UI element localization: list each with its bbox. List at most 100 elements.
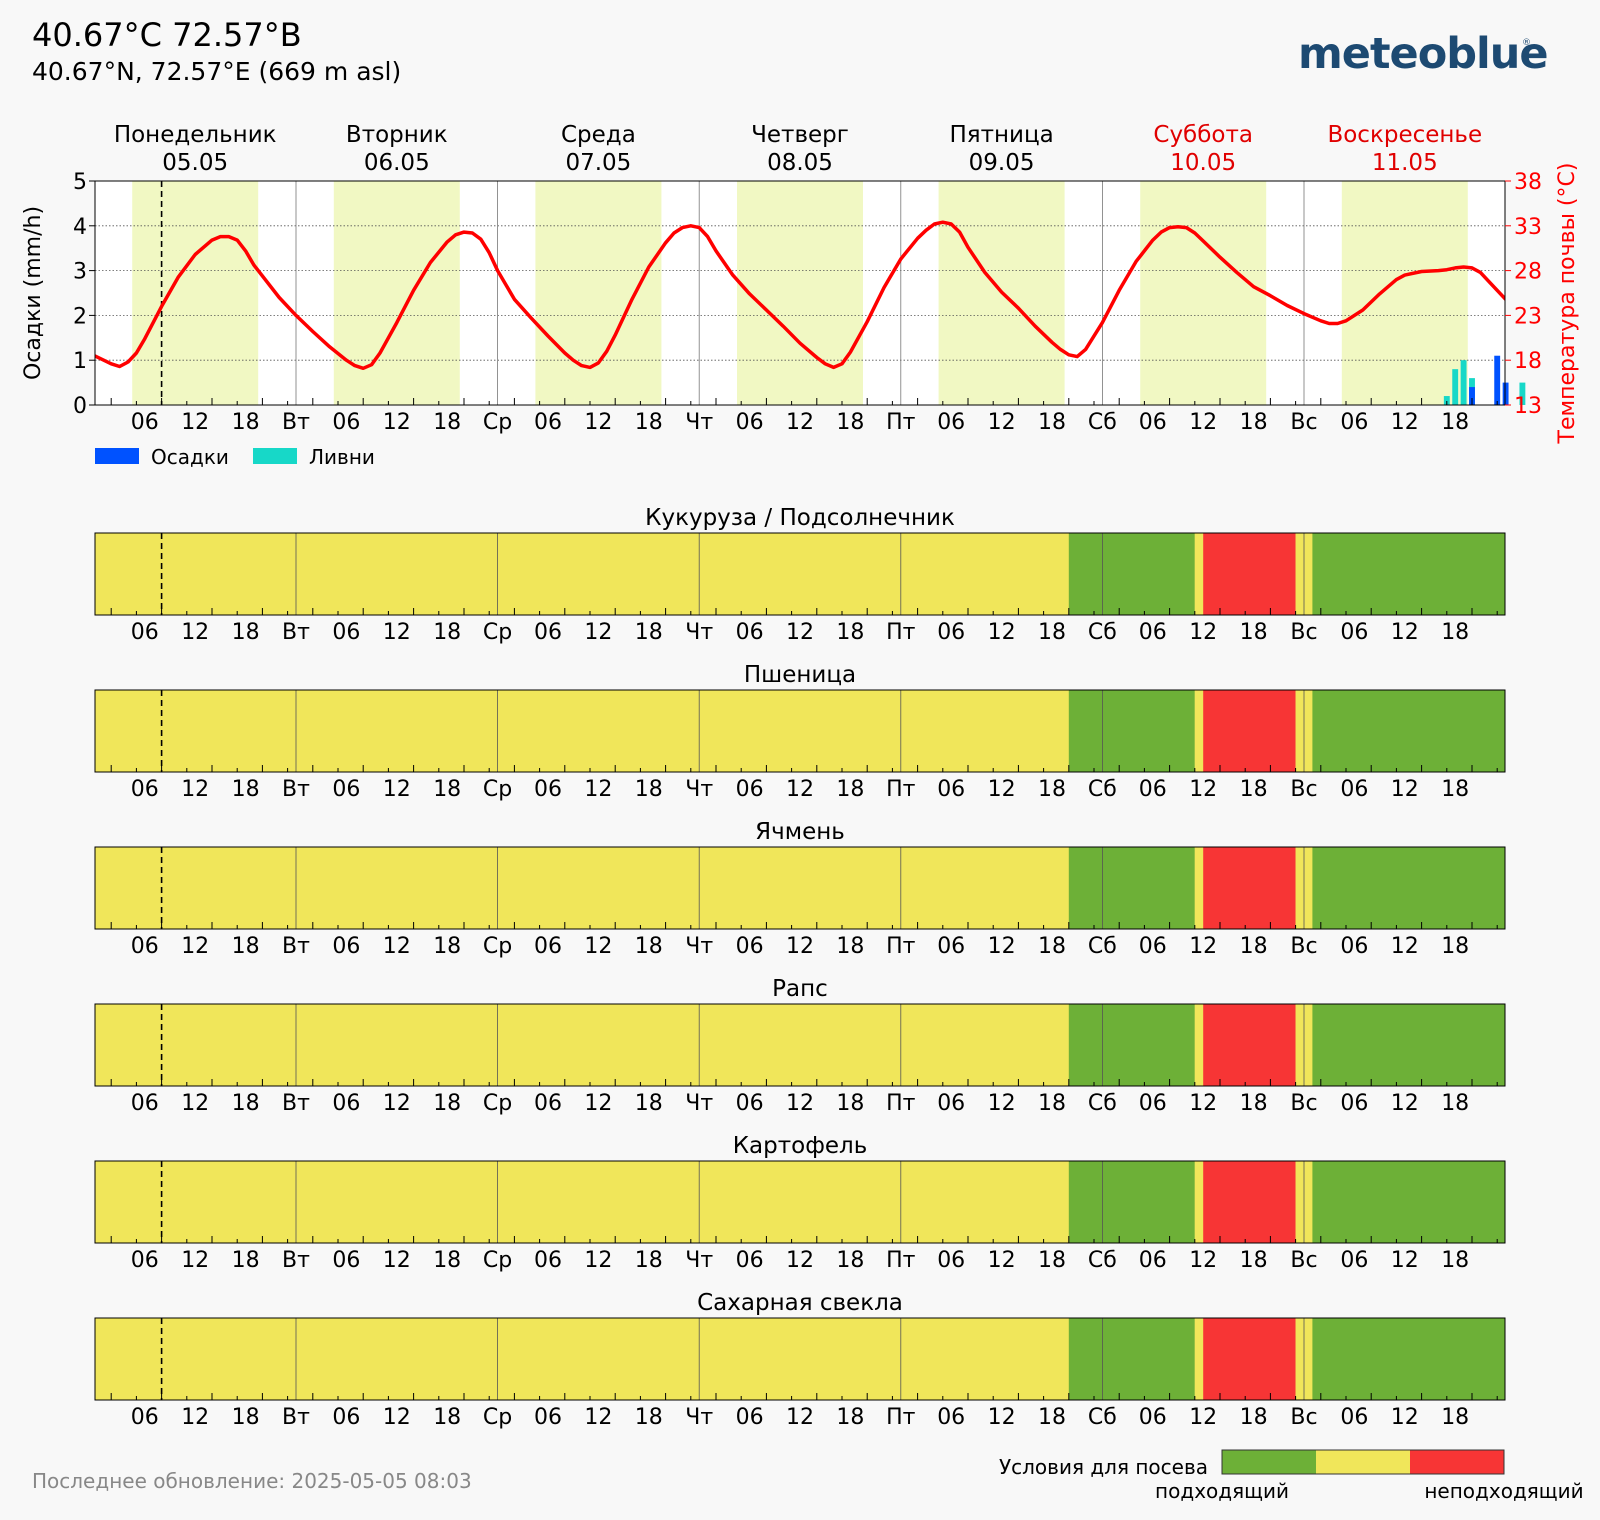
crop-x-4-hour-label: 18	[1441, 1248, 1469, 1273]
sowing-legend-suitable-label: подходящий	[1155, 1479, 1289, 1503]
crop-x-5-day-label-6: Вс	[1290, 1405, 1317, 1430]
crop-x-0-hour-label: 12	[786, 620, 814, 645]
crop-x-2-hour-label: 06	[534, 934, 562, 959]
crop-x-2-hour-label: 12	[1189, 934, 1217, 959]
daylight-band-0	[132, 181, 259, 405]
crop-x-2-hour-label: 18	[433, 934, 461, 959]
crop-x-5-hour-label: 18	[635, 1405, 663, 1430]
main-x-hour-label: 06	[534, 410, 562, 435]
crop-x-1-hour-label: 12	[1189, 777, 1217, 802]
precip-legend: Осадки Ливни	[95, 445, 375, 469]
crop-segment-suitable-1	[1068, 1161, 1195, 1243]
main-x-hour-label: 12	[988, 410, 1016, 435]
meteoblue-logo[interactable]: meteoblue ®	[1298, 29, 1549, 79]
crop-x-1-hour-label: 06	[1139, 777, 1167, 802]
day-header-name-5: Суббота	[1153, 122, 1253, 148]
crop-x-0-hour-label: 18	[1441, 620, 1469, 645]
crop-x-1-hour-label: 06	[534, 777, 562, 802]
crop-x-3-hour-label: 18	[433, 1091, 461, 1116]
crop-x-5-day-label-3: Чт	[685, 1405, 713, 1430]
day-header-name-3: Четверг	[751, 122, 849, 148]
main-x-day-label-4: Пт	[886, 410, 916, 435]
day-header-name-2: Среда	[561, 122, 636, 148]
crop-panel-2: Ячмень 06 12 18 Вт 06 12 18 Ср 06 12 18 Чт 06 12 18 Пт 06…	[94, 819, 1506, 959]
crop-x-5-day-label-1: Вт	[282, 1405, 310, 1430]
main-x-day-label-5: Сб	[1088, 410, 1117, 435]
crop-segment-unsuitable-3	[1203, 690, 1296, 772]
crop-segment-suitable-5	[1312, 1004, 1505, 1086]
crop-panel-title-4: Картофель	[733, 1133, 868, 1159]
main-x-hour-label: 06	[736, 410, 764, 435]
crop-x-0-hour-label: 18	[433, 620, 461, 645]
crop-x-2-hour-label: 18	[635, 934, 663, 959]
right-axis-tick-label: 23	[1514, 304, 1542, 329]
crop-segment-suitable-1	[1068, 1318, 1195, 1400]
crop-x-1-hour-label: 06	[131, 777, 159, 802]
crop-segment-medium-0	[95, 1318, 1069, 1400]
left-axis-tick-label: 4	[73, 215, 87, 240]
crop-x-4-day-label-3: Чт	[685, 1248, 713, 1273]
crop-x-1-hour-label: 18	[635, 777, 663, 802]
crop-x-4-hour-label: 12	[786, 1248, 814, 1273]
crop-x-3-hour-label: 12	[988, 1091, 1016, 1116]
crop-x-4-day-label-6: Вс	[1290, 1248, 1317, 1273]
crop-x-0-hour-label: 18	[1240, 620, 1268, 645]
crop-x-2-hour-label: 12	[383, 934, 411, 959]
crop-x-5-hour-label: 12	[786, 1405, 814, 1430]
crop-x-1-hour-label: 06	[937, 777, 965, 802]
main-x-hour-label: 06	[131, 410, 159, 435]
crop-x-3-hour-label: 06	[736, 1091, 764, 1116]
crop-segment-suitable-5	[1312, 1161, 1505, 1243]
daylight-band-5	[1140, 181, 1267, 405]
crop-x-1-hour-label: 12	[988, 777, 1016, 802]
location-title: 40.67°C 72.57°В	[32, 16, 302, 54]
shower-bar-1	[1452, 369, 1459, 405]
crop-segment-medium-0	[95, 1004, 1069, 1086]
crop-x-4-hour-label: 12	[1391, 1248, 1419, 1273]
main-x-day-label-1: Вт	[282, 410, 310, 435]
crop-x-5-hour-label: 06	[736, 1405, 764, 1430]
crop-x-1-hour-label: 18	[433, 777, 461, 802]
crop-x-3-hour-label: 12	[181, 1091, 209, 1116]
crop-x-2-hour-label: 06	[1340, 934, 1368, 959]
crop-x-5-hour-label: 12	[1189, 1405, 1217, 1430]
sowing-legend-medium-swatch	[1316, 1450, 1410, 1474]
crop-panel-frame	[94, 846, 1506, 930]
crop-panel-title-0: Кукуруза / Подсолнечник	[645, 505, 955, 531]
crop-x-0-hour-label: 12	[988, 620, 1016, 645]
day-header-date-5: 10.05	[1170, 150, 1236, 176]
crop-x-1-day-label-3: Чт	[685, 777, 713, 802]
crop-x-4-hour-label: 06	[1340, 1248, 1368, 1273]
crop-x-1-hour-label: 18	[1240, 777, 1268, 802]
shower-bar-2	[1460, 360, 1467, 405]
crop-x-0-day-label-5: Сб	[1088, 620, 1117, 645]
crop-x-2-hour-label: 18	[232, 934, 260, 959]
crop-x-0-hour-label: 18	[1038, 620, 1066, 645]
crop-segment-suitable-1	[1068, 847, 1195, 929]
crop-x-2-hour-label: 18	[1441, 934, 1469, 959]
crop-x-0-hour-label: 12	[1189, 620, 1217, 645]
crop-x-4-day-label-2: Ср	[483, 1248, 512, 1273]
precip-bar-0	[1469, 387, 1475, 405]
crop-x-4-hour-label: 12	[988, 1248, 1016, 1273]
crop-segment-medium-0	[95, 847, 1069, 929]
crop-x-5-hour-label: 18	[232, 1405, 260, 1430]
day-header-name-4: Пятница	[949, 122, 1053, 148]
main-x-hour-label: 06	[1340, 410, 1368, 435]
crop-x-5-hour-label: 12	[584, 1405, 612, 1430]
crop-x-2-hour-label: 12	[786, 934, 814, 959]
crop-x-3-day-label-1: Вт	[282, 1091, 310, 1116]
crop-x-5-hour-label: 18	[433, 1405, 461, 1430]
sowing-legend-suitable-swatch	[1222, 1450, 1316, 1474]
crop-x-5-hour-label: 06	[332, 1405, 360, 1430]
crop-panel-frame	[94, 689, 1506, 773]
crop-segment-unsuitable-3	[1203, 1318, 1296, 1400]
crop-x-4-day-label-1: Вт	[282, 1248, 310, 1273]
crop-x-3-hour-label: 18	[1038, 1091, 1066, 1116]
crop-x-3-hour-label: 18	[232, 1091, 260, 1116]
left-axis-label: Осадки (mm/h)	[21, 206, 46, 380]
crop-x-2-day-label-3: Чт	[685, 934, 713, 959]
crop-x-1-day-label-5: Сб	[1088, 777, 1117, 802]
crop-x-0-hour-label: 12	[584, 620, 612, 645]
crop-x-2-day-label-1: Вт	[282, 934, 310, 959]
